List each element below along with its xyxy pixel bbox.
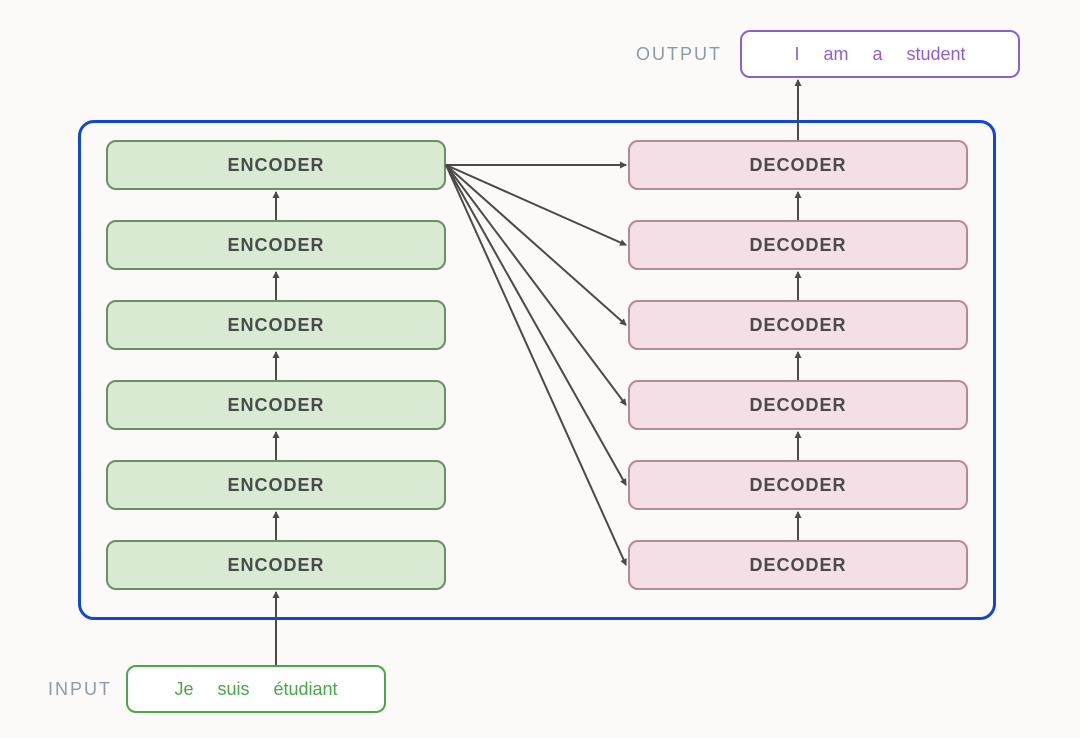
input-token: Je [174,679,193,700]
decoder-block: DECODER [628,380,968,430]
decoder-label: DECODER [749,235,846,256]
decoder-label: DECODER [749,555,846,576]
decoder-label: DECODER [749,155,846,176]
output-token: student [907,44,966,65]
decoder-block: DECODER [628,220,968,270]
decoder-label: DECODER [749,475,846,496]
encoder-label: ENCODER [227,235,324,256]
output-box: I am a student [740,30,1020,78]
input-box: Je suis étudiant [126,665,386,713]
decoder-block: DECODER [628,140,968,190]
decoder-block: DECODER [628,460,968,510]
encoder-block: ENCODER [106,460,446,510]
decoder-block: DECODER [628,300,968,350]
input-token: suis [217,679,249,700]
encoder-block: ENCODER [106,220,446,270]
encoder-label: ENCODER [227,315,324,336]
encoder-block: ENCODER [106,380,446,430]
input-label: INPUT [48,679,112,700]
encoder-label: ENCODER [227,555,324,576]
output-token: a [872,44,882,65]
input-token: étudiant [273,679,337,700]
output-token: am [823,44,848,65]
decoder-label: DECODER [749,395,846,416]
output-label: OUTPUT [636,44,722,65]
encoder-block: ENCODER [106,300,446,350]
diagram-canvas: ENCODER ENCODER ENCODER ENCODER ENCODER … [0,0,1080,738]
encoder-label: ENCODER [227,155,324,176]
encoder-block: ENCODER [106,140,446,190]
encoder-label: ENCODER [227,475,324,496]
encoder-block: ENCODER [106,540,446,590]
encoder-label: ENCODER [227,395,324,416]
decoder-block: DECODER [628,540,968,590]
output-token: I [794,44,799,65]
decoder-label: DECODER [749,315,846,336]
